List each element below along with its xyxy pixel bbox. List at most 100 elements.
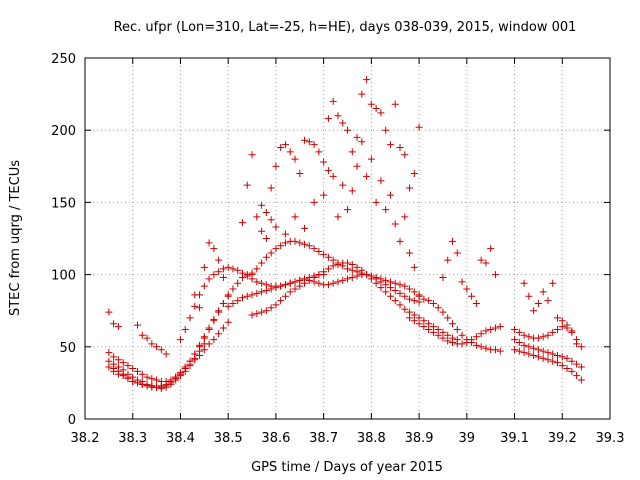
data-point bbox=[234, 266, 242, 274]
data-point bbox=[401, 282, 409, 290]
data-point bbox=[253, 310, 261, 318]
ticks-layer: 38.2 38.3 38.4 38.5 38.6 38.7 38.8 38.9 39 39.1 39… bbox=[51, 52, 624, 446]
data-point bbox=[396, 289, 404, 297]
data-point bbox=[296, 239, 304, 247]
data-point bbox=[310, 273, 318, 281]
data-point bbox=[353, 268, 361, 276]
data-point bbox=[176, 336, 184, 344]
data-point bbox=[558, 362, 566, 370]
data-point bbox=[138, 380, 146, 388]
data-point bbox=[534, 346, 542, 354]
data-point bbox=[124, 375, 132, 383]
data-point bbox=[305, 242, 313, 250]
data-point bbox=[262, 209, 270, 217]
data-point bbox=[520, 279, 528, 287]
data-point bbox=[472, 341, 480, 349]
x-tick-label: 38.3 bbox=[118, 431, 147, 446]
data-point bbox=[444, 314, 452, 322]
data-point bbox=[568, 328, 576, 336]
data-point bbox=[114, 356, 122, 364]
data-point bbox=[554, 359, 561, 367]
data-point bbox=[539, 347, 547, 355]
data-point bbox=[549, 279, 557, 287]
data-point bbox=[253, 289, 261, 297]
data-point bbox=[439, 334, 447, 342]
data-point bbox=[372, 198, 380, 206]
y-tick-label: 200 bbox=[51, 124, 76, 139]
data-point bbox=[224, 302, 232, 310]
data-point bbox=[114, 363, 122, 371]
data-point bbox=[334, 213, 342, 221]
data-point bbox=[162, 350, 170, 358]
data-point bbox=[496, 323, 504, 331]
data-point bbox=[148, 382, 156, 390]
data-point bbox=[286, 279, 294, 287]
x-tick-label: 39.2 bbox=[548, 431, 577, 446]
data-point bbox=[324, 167, 332, 175]
data-point bbox=[281, 230, 289, 238]
data-point bbox=[296, 282, 304, 290]
y-tick-label: 0 bbox=[68, 413, 76, 428]
data-point bbox=[253, 213, 261, 221]
data-point bbox=[196, 304, 204, 312]
data-point bbox=[511, 336, 519, 344]
x-tick-label: 38.6 bbox=[261, 431, 290, 446]
data-point bbox=[525, 333, 533, 341]
data-point bbox=[386, 278, 394, 286]
data-point bbox=[491, 346, 499, 354]
data-point bbox=[554, 351, 561, 359]
y-axis-label: STEC from uqrg / TECUs bbox=[8, 160, 23, 316]
data-point bbox=[215, 307, 223, 315]
data-point bbox=[281, 141, 289, 149]
data-point bbox=[205, 324, 213, 332]
data-point bbox=[243, 181, 251, 189]
data-point bbox=[334, 112, 342, 120]
data-point bbox=[138, 370, 146, 378]
data-point bbox=[410, 297, 418, 305]
x-tick-label: 38.4 bbox=[166, 431, 195, 446]
data-point bbox=[320, 268, 328, 276]
data-point bbox=[267, 285, 275, 293]
data-point bbox=[329, 279, 337, 287]
data-point bbox=[239, 219, 246, 227]
data-point bbox=[415, 123, 423, 131]
data-point bbox=[482, 344, 490, 352]
data-point bbox=[472, 333, 480, 341]
data-point bbox=[296, 170, 304, 178]
data-point bbox=[348, 187, 356, 195]
y-tick-label: 50 bbox=[59, 341, 76, 356]
data-point bbox=[391, 286, 399, 294]
data-point bbox=[396, 301, 404, 309]
data-point bbox=[329, 172, 337, 180]
points-layer bbox=[105, 76, 585, 393]
data-point bbox=[487, 325, 495, 333]
data-point bbox=[320, 158, 328, 166]
data-point bbox=[515, 338, 523, 346]
data-point bbox=[534, 334, 542, 342]
data-point bbox=[549, 357, 557, 365]
data-point bbox=[334, 259, 342, 267]
data-point bbox=[248, 271, 256, 279]
data-point bbox=[420, 323, 428, 331]
x-tick-label: 39.3 bbox=[596, 431, 625, 446]
data-point bbox=[162, 382, 170, 390]
data-point bbox=[181, 325, 189, 333]
data-point bbox=[243, 272, 251, 280]
data-point bbox=[401, 151, 409, 159]
data-point bbox=[515, 347, 523, 355]
data-point bbox=[239, 269, 246, 277]
data-point bbox=[315, 271, 323, 279]
data-point bbox=[372, 273, 380, 281]
data-point bbox=[224, 318, 232, 326]
data-point bbox=[410, 317, 418, 325]
data-point bbox=[520, 341, 528, 349]
data-point bbox=[344, 275, 351, 283]
data-point bbox=[110, 360, 118, 368]
data-point bbox=[191, 302, 199, 310]
data-point bbox=[453, 325, 461, 333]
data-point bbox=[449, 320, 456, 328]
data-point bbox=[525, 350, 533, 358]
data-point bbox=[267, 304, 275, 312]
data-point bbox=[544, 297, 552, 305]
data-point bbox=[491, 324, 499, 332]
